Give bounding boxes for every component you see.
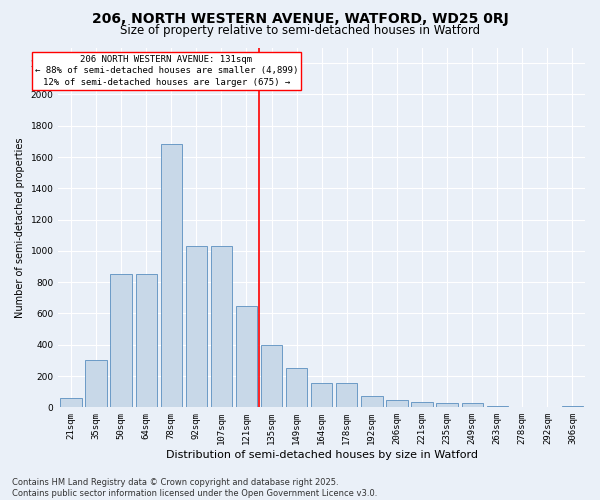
Bar bbox=[185, 246, 207, 408]
Bar bbox=[261, 345, 282, 408]
Text: 206, NORTH WESTERN AVENUE, WATFORD, WD25 0RJ: 206, NORTH WESTERN AVENUE, WATFORD, WD25… bbox=[92, 12, 508, 26]
Bar bbox=[286, 368, 307, 408]
Bar bbox=[512, 406, 533, 408]
Bar bbox=[110, 274, 132, 407]
Bar bbox=[211, 246, 232, 408]
Text: Contains HM Land Registry data © Crown copyright and database right 2025.
Contai: Contains HM Land Registry data © Crown c… bbox=[12, 478, 377, 498]
Bar bbox=[436, 402, 458, 407]
Bar bbox=[386, 400, 407, 407]
Y-axis label: Number of semi-detached properties: Number of semi-detached properties bbox=[15, 137, 25, 318]
Bar bbox=[461, 404, 483, 407]
Text: Size of property relative to semi-detached houses in Watford: Size of property relative to semi-detach… bbox=[120, 24, 480, 37]
Bar bbox=[336, 383, 358, 407]
Bar bbox=[412, 402, 433, 407]
Bar bbox=[361, 396, 383, 407]
Bar bbox=[311, 383, 332, 407]
Bar bbox=[136, 274, 157, 407]
Bar bbox=[60, 398, 82, 407]
Bar bbox=[161, 144, 182, 408]
X-axis label: Distribution of semi-detached houses by size in Watford: Distribution of semi-detached houses by … bbox=[166, 450, 478, 460]
Bar bbox=[487, 406, 508, 407]
Bar bbox=[562, 406, 583, 407]
Bar bbox=[85, 360, 107, 408]
Bar bbox=[236, 306, 257, 408]
Text: 206 NORTH WESTERN AVENUE: 131sqm
← 88% of semi-detached houses are smaller (4,89: 206 NORTH WESTERN AVENUE: 131sqm ← 88% o… bbox=[35, 54, 298, 88]
